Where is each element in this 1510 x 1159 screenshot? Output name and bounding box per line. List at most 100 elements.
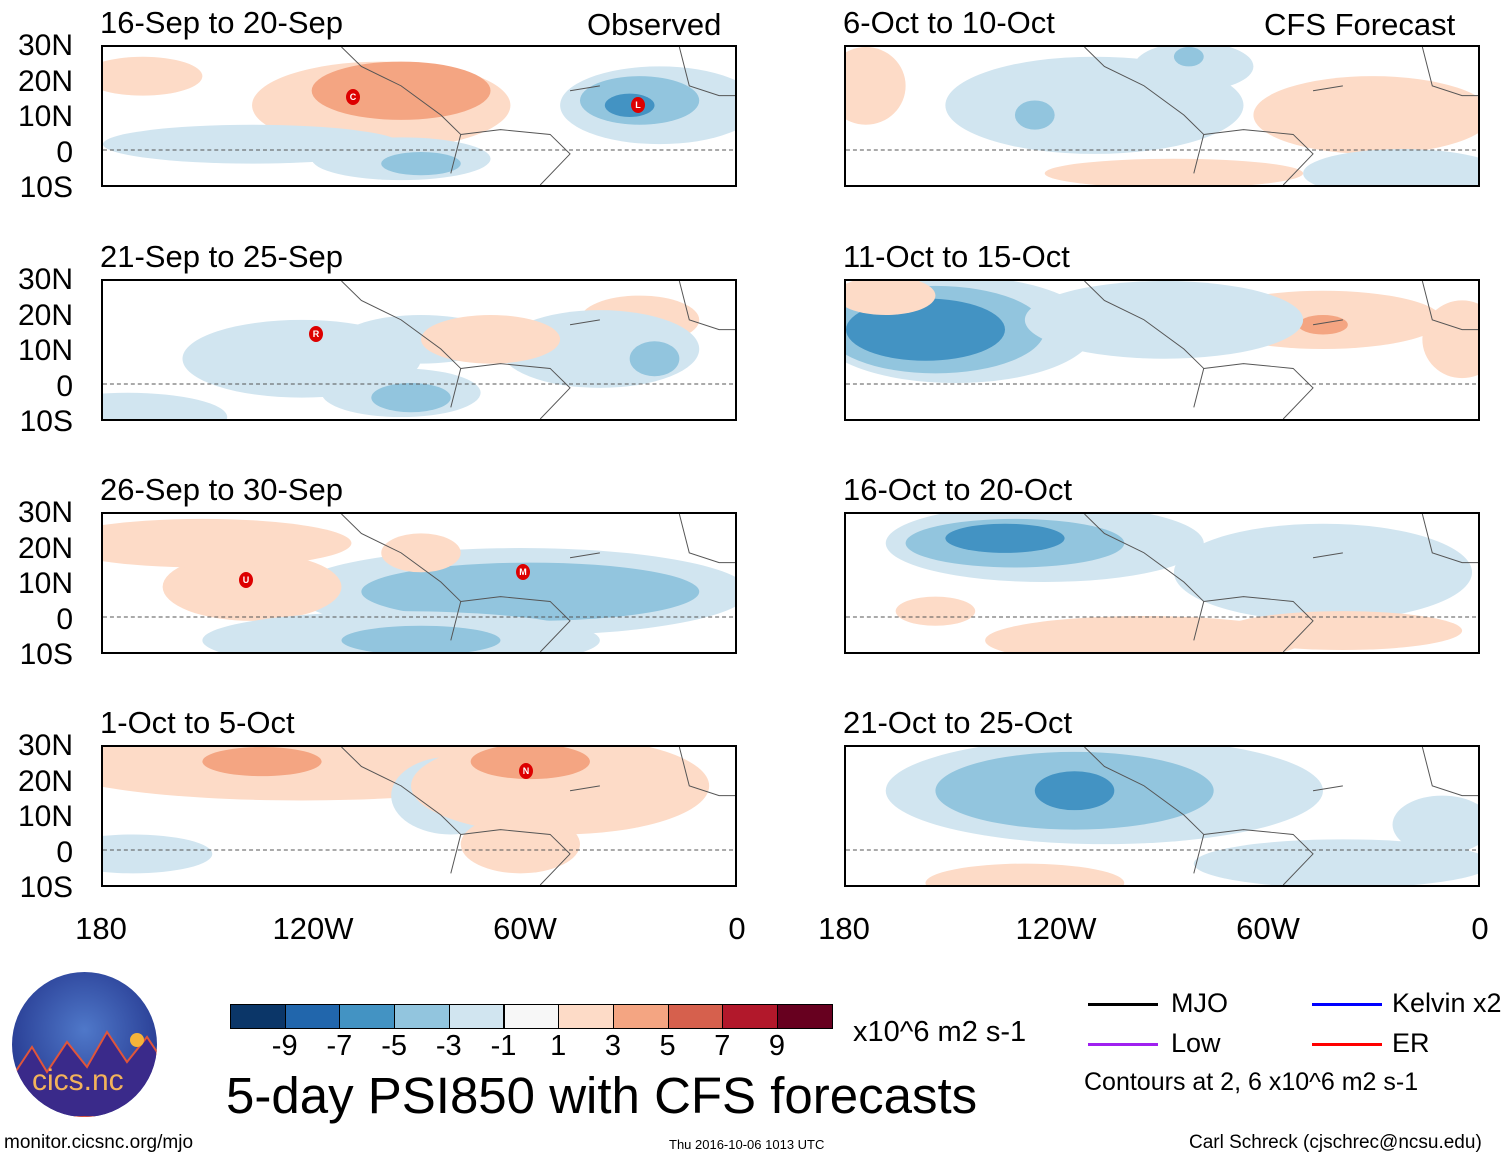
colorbar-label: 9	[768, 1030, 786, 1062]
colorbar-swatch	[339, 1004, 396, 1029]
anomaly-region	[1253, 76, 1478, 154]
colorbar-swatch	[558, 1004, 614, 1029]
panel-title: 11-Oct to 15-Oct	[843, 239, 1070, 274]
legend-er-line	[1312, 1043, 1382, 1046]
lat-label: 10S	[19, 405, 73, 438]
colorbar-label: 5	[659, 1030, 676, 1062]
anomaly-region	[341, 625, 501, 652]
colorbar-label: 7	[714, 1030, 731, 1062]
lat-label: 30N	[17, 29, 73, 62]
coastline	[1084, 47, 1478, 185]
lat-label: 20N	[17, 531, 73, 565]
anomaly-region	[381, 533, 461, 573]
lon-label: 120W	[1015, 911, 1097, 946]
legend-er: ER	[1392, 1028, 1430, 1058]
anomaly-region	[470, 747, 590, 780]
anomaly-region	[1044, 158, 1304, 185]
anomaly-region	[103, 124, 402, 164]
mountain-icon	[12, 1030, 157, 1117]
logo: cics.nc	[12, 972, 157, 1117]
anomaly-region	[361, 562, 700, 621]
lat-label: 10S	[19, 638, 73, 671]
map-panel	[844, 279, 1480, 421]
colorbar-swatch	[448, 1004, 505, 1029]
coastline	[341, 47, 735, 185]
lat-label: 30N	[17, 496, 73, 529]
panel-title: 16-Sep to 20-Sep	[100, 5, 344, 40]
colorbar-units: x10^6 m2 s-1	[853, 1016, 1027, 1048]
lat-label: 10N	[17, 567, 73, 600]
map-panel	[844, 45, 1480, 187]
lat-label: 20N	[17, 764, 73, 798]
lon-label: 120W	[272, 911, 354, 946]
anomaly-region	[1303, 149, 1478, 185]
panel-title: 21-Sep to 25-Sep	[100, 239, 344, 274]
map-panel: R	[101, 279, 737, 421]
legend-low-line	[1088, 1043, 1158, 1046]
anomaly-region	[945, 523, 1065, 553]
colorbar-label: -9	[271, 1030, 298, 1062]
lat-label: 10S	[19, 171, 73, 204]
storm-marker-icon: R	[309, 326, 323, 342]
panel-title: 6-Oct to 10-Oct	[843, 5, 1055, 40]
colorbar-label: -3	[435, 1030, 462, 1062]
cfs-forecast-header: CFS Forecast	[1264, 7, 1456, 42]
colorbar-swatch	[722, 1004, 778, 1029]
colorbar-swatch	[230, 1004, 286, 1029]
lat-label: 0	[56, 602, 73, 636]
footer-url[interactable]: monitor.cicsnc.org/mjo	[4, 1132, 194, 1153]
anomaly-region	[925, 863, 1125, 885]
map-panel	[844, 745, 1480, 887]
lat-label: 30N	[17, 729, 73, 762]
legend-kelvin: Kelvin x2	[1392, 988, 1502, 1018]
colorbar-label: -5	[381, 1030, 407, 1062]
colorbar-label: 3	[604, 1030, 621, 1062]
storm-marker-icon: M	[516, 564, 530, 580]
anomaly-region	[895, 596, 976, 626]
coastline	[341, 281, 735, 419]
anomaly-region	[103, 834, 213, 874]
colorbar-swatch	[777, 1004, 833, 1029]
colorbar-label: -7	[326, 1030, 353, 1062]
anomaly-region	[1014, 100, 1055, 130]
logo-text: cics.nc	[32, 1064, 124, 1097]
anomaly-region	[1223, 611, 1463, 651]
panel-title: 26-Sep to 30-Sep	[100, 472, 344, 507]
panel-title: 1-Oct to 5-Oct	[100, 705, 295, 740]
anomaly-region	[371, 383, 451, 413]
contour-note: Contours at 2, 6 x10^6 m2 s-1	[1084, 1068, 1419, 1096]
coastline	[341, 747, 735, 885]
anomaly-region	[1392, 795, 1478, 854]
storm-marker-icon: L	[631, 97, 645, 113]
colorbar-swatch	[612, 1004, 669, 1029]
storm-marker-icon: U	[239, 572, 253, 588]
anomaly-region	[1034, 771, 1115, 811]
lat-label: 30N	[17, 263, 73, 296]
storm-marker-icon: N	[519, 763, 533, 779]
storm-marker-icon: C	[346, 89, 360, 105]
colorbar-label: -1	[490, 1030, 517, 1062]
anomaly-region	[1298, 315, 1348, 335]
coastline	[1084, 281, 1478, 419]
anomaly-region	[1024, 281, 1304, 359]
legend-mjo-line	[1088, 1003, 1158, 1006]
anomaly-region	[103, 56, 203, 96]
lon-label: 60W	[493, 911, 557, 946]
lat-label: 10N	[17, 100, 73, 133]
coastline	[1084, 514, 1478, 652]
legend-mjo: MJO	[1171, 988, 1228, 1018]
anomaly-region	[1422, 300, 1478, 379]
panel-title: 16-Oct to 20-Oct	[843, 472, 1073, 507]
anomaly-region	[1173, 523, 1473, 621]
anomaly-region	[846, 281, 936, 316]
anomaly-region	[420, 315, 561, 364]
anomaly-region	[162, 552, 342, 621]
colorbar-swatch	[394, 1004, 450, 1029]
lat-label: 0	[56, 835, 73, 869]
colorbar-swatch	[284, 1004, 341, 1029]
lon-label: 0	[1471, 911, 1489, 946]
map-panel	[844, 512, 1480, 654]
footer-timestamp: Thu 2016-10-06 1013 UTC	[669, 1137, 825, 1152]
